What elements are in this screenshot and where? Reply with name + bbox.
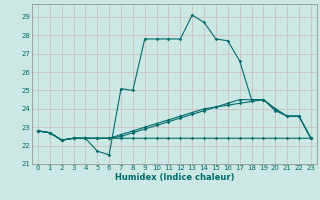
X-axis label: Humidex (Indice chaleur): Humidex (Indice chaleur) [115,173,234,182]
